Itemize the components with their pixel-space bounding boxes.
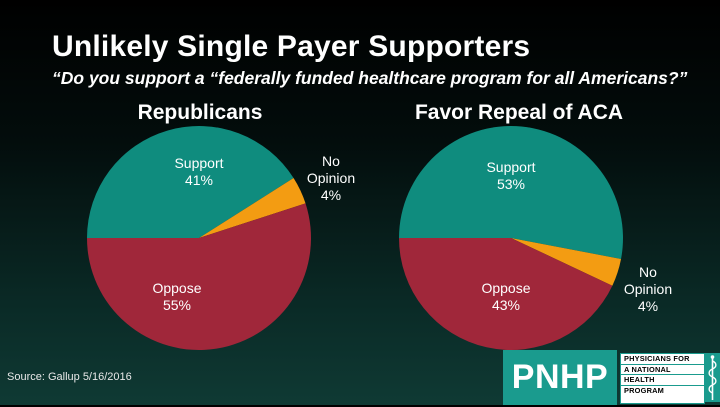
pie-slice-oppose	[87, 203, 311, 350]
slice-label-no-opinion: No Opinion 4%	[624, 264, 672, 314]
slice-label-no-opinion: No Opinion 4%	[307, 153, 355, 203]
logo-line: HEALTH	[621, 375, 704, 386]
slice-label-oppose: Oppose 55%	[152, 280, 201, 313]
pnhp-logo: PNHP PHYSICIANS FOR A NATIONAL HEALTH PR…	[503, 350, 720, 405]
chart-title-republicans: Republicans	[137, 101, 263, 124]
logo-text-box: PHYSICIANS FOR A NATIONAL HEALTH PROGRAM	[620, 353, 705, 404]
logo-line: PHYSICIANS FOR	[621, 354, 704, 365]
slide-title: Unlikely Single Payer Supporters	[52, 30, 531, 63]
source-note: Source: Gallup 5/16/2016	[7, 371, 132, 383]
pie-slice-support	[87, 126, 294, 238]
pie-slice-oppose	[399, 238, 613, 351]
logo-line: PROGRAM	[624, 385, 664, 395]
pie-slice-no-opinion	[511, 238, 622, 286]
logo-line: A NATIONAL	[621, 365, 704, 376]
pie-slice-no-opinion	[199, 177, 306, 238]
pie-slice-support	[399, 126, 623, 259]
chart-title-favor-repeal-aca: Favor Repeal of ACA	[414, 101, 624, 124]
slice-label-support: Support 53%	[486, 159, 535, 192]
slice-label-support: Support 41%	[174, 155, 223, 188]
logo-letters: PNHP	[503, 350, 617, 405]
slide-subtitle: “Do you support a “federally funded heal…	[52, 68, 688, 88]
caduceus-icon	[705, 353, 720, 402]
slice-label-oppose: Oppose 43%	[481, 280, 530, 313]
